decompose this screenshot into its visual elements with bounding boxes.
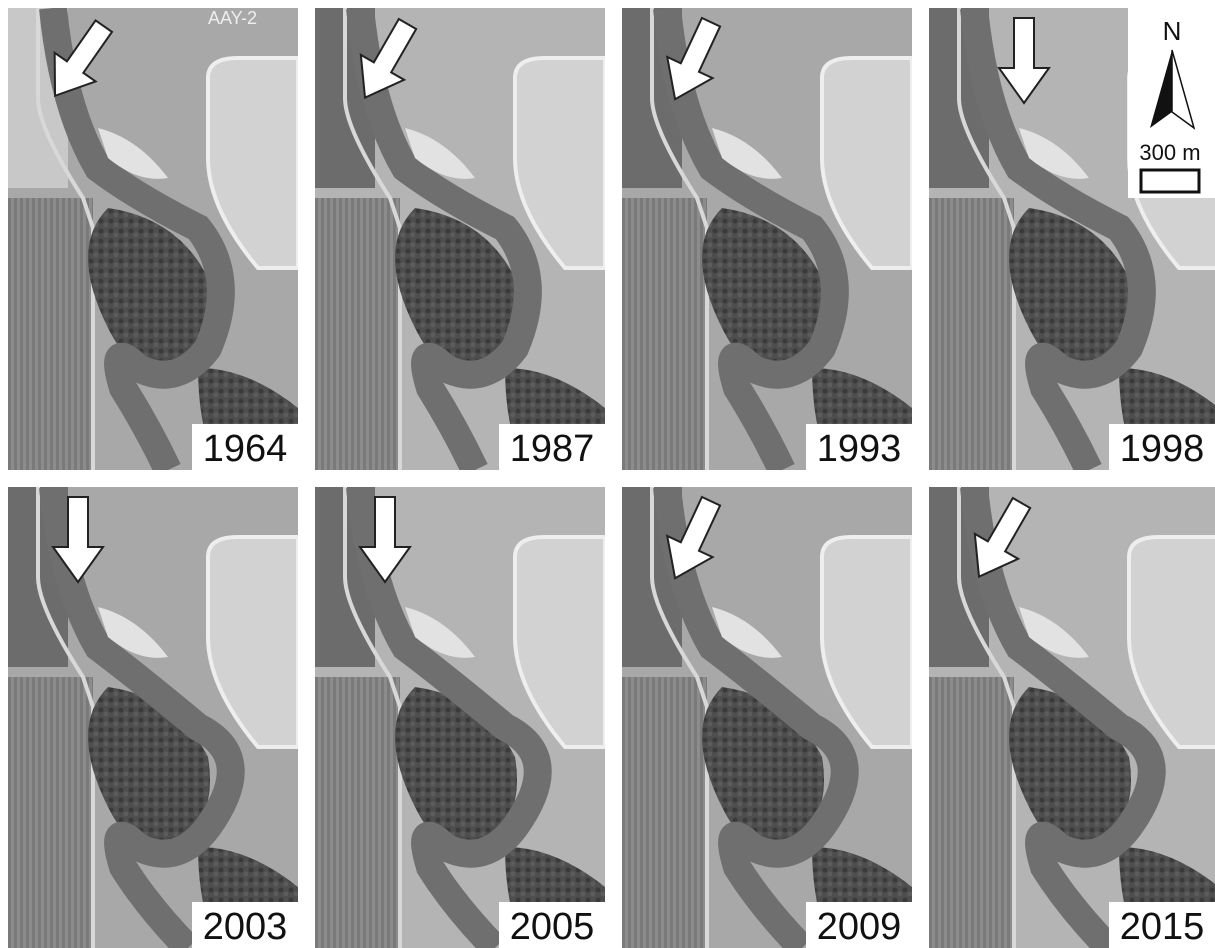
scale-label: 300 m (1139, 140, 1200, 165)
field (8, 677, 93, 948)
year-label: 2005 (510, 906, 595, 948)
year-label: 1987 (510, 428, 595, 470)
field (8, 198, 93, 470)
north-label: N (1163, 16, 1182, 46)
photo-stamp: AAY-2 (208, 8, 257, 28)
photo-panel: 2015 (929, 487, 1215, 948)
photo-panel: 1987 (315, 8, 605, 470)
photo-panel: 2005 (315, 487, 605, 948)
year-label: 2009 (817, 906, 902, 948)
field (315, 198, 400, 470)
year-label: 1993 (817, 428, 902, 470)
field (929, 198, 1014, 470)
figure: 1964 AAY-2 1987 1993 1998 2003 2005 2009 2015 N 30… (0, 0, 1215, 948)
photo-panel: 1993 (622, 8, 912, 470)
photo-panel: 2003 (8, 487, 298, 948)
year-label: 1998 (1120, 428, 1205, 470)
scale-bar (1141, 170, 1199, 192)
year-label: 1964 (203, 428, 288, 470)
field (315, 677, 400, 948)
field (929, 677, 1014, 948)
legend: N 300 m (1128, 8, 1215, 198)
year-label: 2003 (203, 906, 288, 948)
photo-panel: 1964 AAY-2 (8, 8, 298, 470)
field (622, 198, 707, 470)
year-label: 2015 (1120, 906, 1205, 948)
photo-panel: 2009 (622, 487, 912, 948)
field (622, 677, 707, 948)
